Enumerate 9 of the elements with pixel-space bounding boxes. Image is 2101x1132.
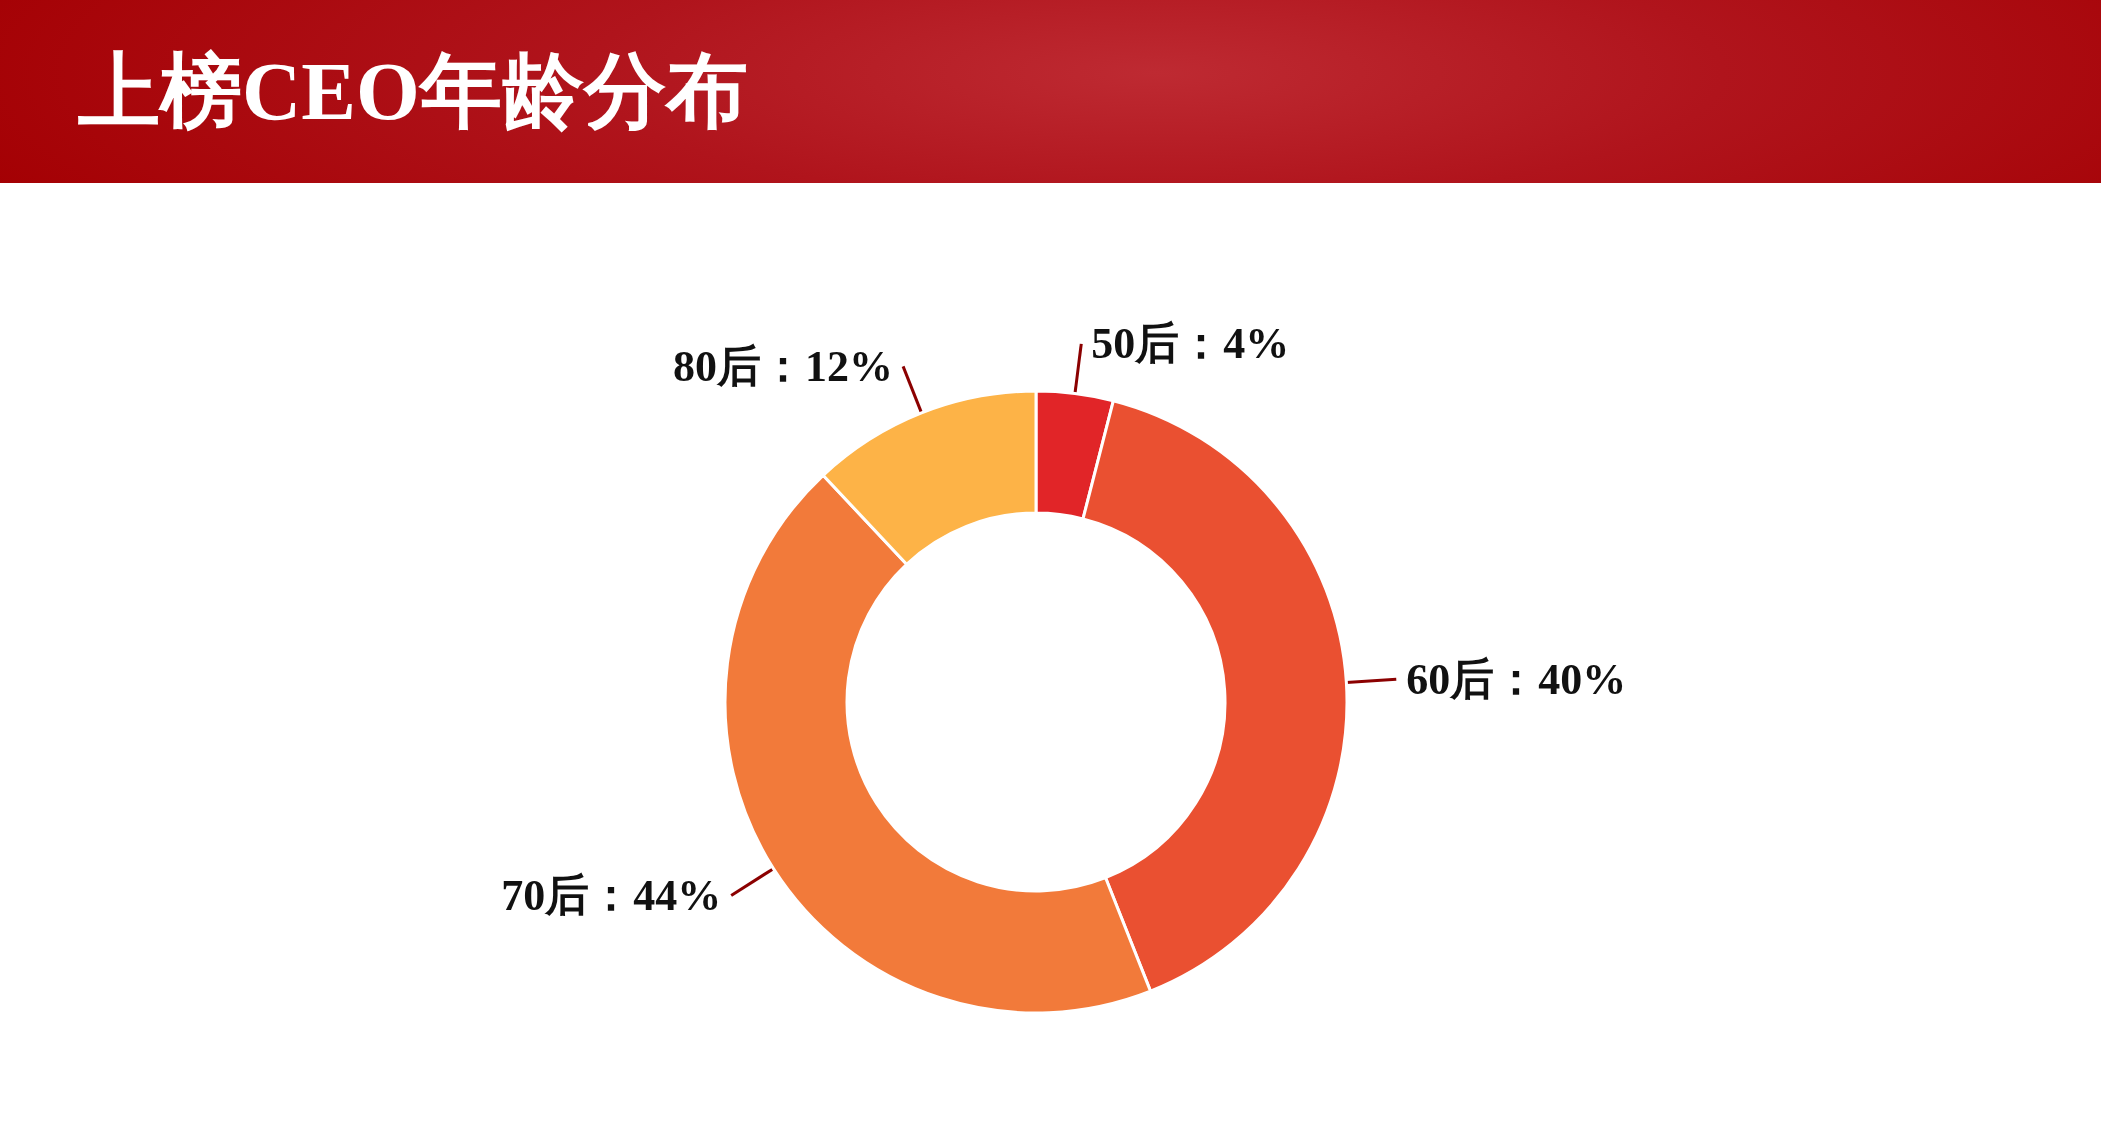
data-label: ：12% [761, 341, 894, 391]
slice-label: 60后 [1406, 654, 1495, 704]
slice-label: 50后 [1091, 319, 1180, 369]
data-label: ：40% [1494, 654, 1627, 704]
slice-label: 80后 [673, 341, 762, 391]
data-label: ：4% [1179, 319, 1290, 369]
data-label: ：44% [589, 870, 722, 920]
chart-title: 上榜CEO年龄分布 [78, 45, 748, 139]
slice-label: 70后 [501, 870, 590, 920]
